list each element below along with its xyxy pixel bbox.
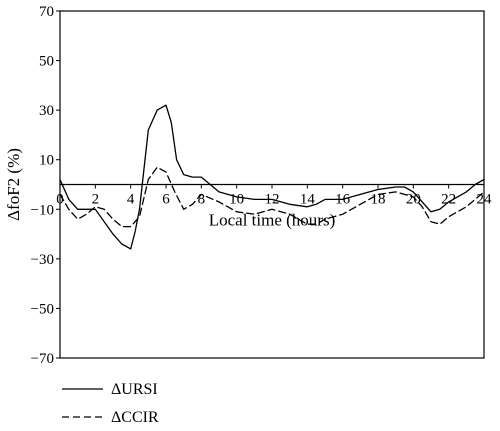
x-tick-label: 24 xyxy=(477,192,493,208)
series-line-ursi xyxy=(59,104,485,250)
x-tick-label: 8 xyxy=(198,192,206,208)
x-tick-label: 18 xyxy=(371,192,386,208)
x-tick-label: 16 xyxy=(335,192,351,208)
x-tick-label: 0 xyxy=(56,192,64,208)
y-tick-label: 30 xyxy=(39,103,54,119)
y-axis-title: ΔfoF2 (%) xyxy=(4,148,23,221)
legend-label: ΔCCIR xyxy=(111,409,159,426)
x-tick-label: 12 xyxy=(265,192,280,208)
y-tick-label: 70 xyxy=(39,4,54,20)
x-tick-label: 10 xyxy=(229,192,244,208)
series-line-ccir xyxy=(59,166,485,228)
x-tick-label: 22 xyxy=(441,192,456,208)
y-tick-label: −50 xyxy=(31,301,54,317)
legend: ΔURSI ΔCCIR xyxy=(62,381,159,426)
tick-labels: 0 2 4 6 8 10 12 14 16 18 20 22 2470503010−10−30−50−7… xyxy=(31,4,492,367)
series-group xyxy=(59,104,485,250)
y-tick-label: 10 xyxy=(39,153,54,169)
legend-label: ΔURSI xyxy=(111,381,158,398)
y-tick-label: −70 xyxy=(31,351,54,367)
y-tick-label: 50 xyxy=(39,54,54,70)
x-tick-label: 20 xyxy=(406,192,421,208)
x-tick-label: 2 xyxy=(92,192,100,208)
x-axis-title: Local time (hours) xyxy=(209,211,336,230)
y-tick-label: −30 xyxy=(31,252,54,268)
x-tick-label: 14 xyxy=(300,192,316,208)
x-tick-label: 6 xyxy=(162,192,170,208)
y-tick-label: −10 xyxy=(31,202,54,218)
x-tick-label: 4 xyxy=(127,192,135,208)
